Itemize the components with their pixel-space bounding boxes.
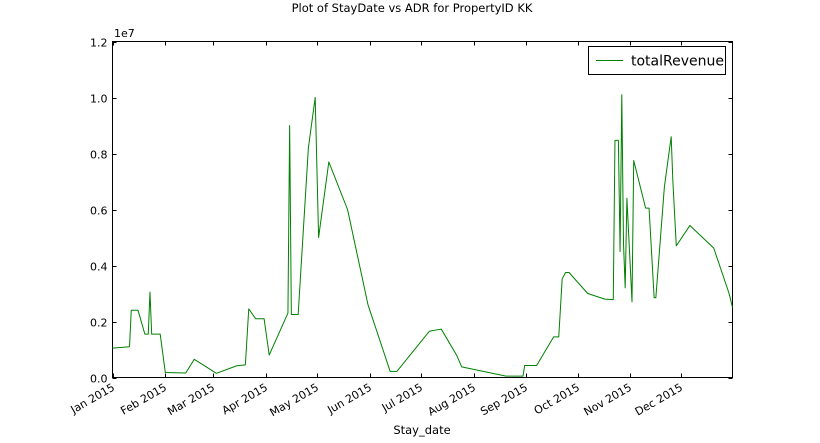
- x-axis-label: Stay_date: [393, 423, 450, 437]
- y-tick-label: 1.2: [90, 37, 108, 50]
- legend: totalRevenue: [588, 46, 726, 75]
- y-tick-label: 0.2: [90, 317, 108, 330]
- chart-title: Plot of StayDate vs ADR for PropertyID K…: [292, 1, 533, 15]
- y-tick-label: 0.8: [90, 149, 108, 162]
- y-tick-label: 0.4: [90, 261, 108, 274]
- plot-frame: [112, 41, 733, 378]
- y-tick-label: 0.6: [90, 205, 108, 218]
- legend-label-totalRevenue: totalRevenue: [631, 54, 724, 70]
- y-axis: 0.0 0.2 0.4 0.6 0.8 1.0 1.2: [90, 37, 733, 386]
- y-tick-label: 1.0: [90, 93, 108, 106]
- y-tick-label: 0.0: [90, 373, 108, 386]
- series-line-totalRevenue: [112, 94, 733, 377]
- plot-area: [112, 41, 733, 378]
- y-axis-offset-label: 1e7: [114, 27, 135, 40]
